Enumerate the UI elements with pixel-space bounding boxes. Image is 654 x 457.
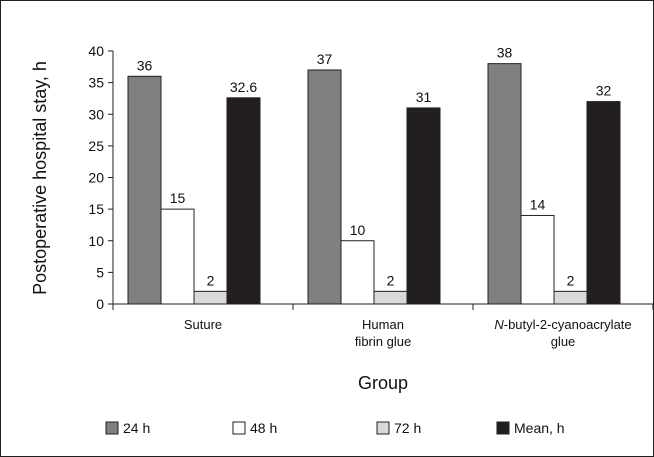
bar xyxy=(160,208,195,305)
bar xyxy=(193,290,228,305)
data-label: 37 xyxy=(317,51,333,67)
plot-area: 0 5 10 15 20 25 30 35 40 36 15 2 32.6 Suture 37 10 2 31 Hu… xyxy=(88,43,654,349)
category-label: fibrin glue xyxy=(355,334,411,349)
bar xyxy=(307,69,342,305)
y-tick-label: 20 xyxy=(88,170,104,186)
data-label: 2 xyxy=(567,272,575,288)
data-label: 10 xyxy=(350,222,366,238)
y-tick-label: 25 xyxy=(88,138,104,154)
legend-label: Mean, h xyxy=(514,420,565,436)
data-label: 2 xyxy=(207,272,215,288)
y-tick-label: 10 xyxy=(88,233,104,249)
y-tick-label: 5 xyxy=(96,264,104,280)
y-axis-title: Postoperative hospital stay, h xyxy=(30,61,50,295)
legend-label: 72 h xyxy=(394,420,421,436)
legend: 24 h 48 h 72 h Mean, h xyxy=(105,420,565,436)
data-label: 31 xyxy=(416,89,432,105)
category-label: Suture xyxy=(184,317,222,332)
bar xyxy=(373,290,408,305)
data-label: 14 xyxy=(530,196,546,212)
legend-swatch xyxy=(376,421,390,435)
data-label: 32 xyxy=(596,83,612,99)
legend-label: 24 h xyxy=(123,420,150,436)
y-tick-label: 0 xyxy=(96,296,104,312)
data-label: 38 xyxy=(497,45,513,61)
y-tick-label: 35 xyxy=(88,75,104,91)
legend-swatch xyxy=(232,421,246,435)
bar xyxy=(340,240,375,305)
bar xyxy=(586,101,621,305)
data-label: 2 xyxy=(387,272,395,288)
y-tick-label: 15 xyxy=(88,201,104,217)
data-label: 32.6 xyxy=(230,79,257,95)
legend-label: 48 h xyxy=(250,420,277,436)
category-label: N-butyl-2-cyanoacrylate xyxy=(494,317,631,332)
category-label: Human xyxy=(362,317,404,332)
bar xyxy=(553,290,588,305)
category-label: glue xyxy=(551,334,576,349)
y-tick-label: 30 xyxy=(88,106,104,122)
bar xyxy=(487,63,522,305)
bar xyxy=(127,75,162,305)
data-label: 15 xyxy=(170,190,186,206)
y-tick-label: 40 xyxy=(88,43,104,59)
legend-swatch xyxy=(496,421,510,435)
bar xyxy=(520,214,555,305)
data-label: 36 xyxy=(137,57,153,73)
legend-swatch xyxy=(105,421,119,435)
x-axis-title: Group xyxy=(358,373,408,393)
bar xyxy=(226,97,261,305)
bar xyxy=(406,107,441,305)
